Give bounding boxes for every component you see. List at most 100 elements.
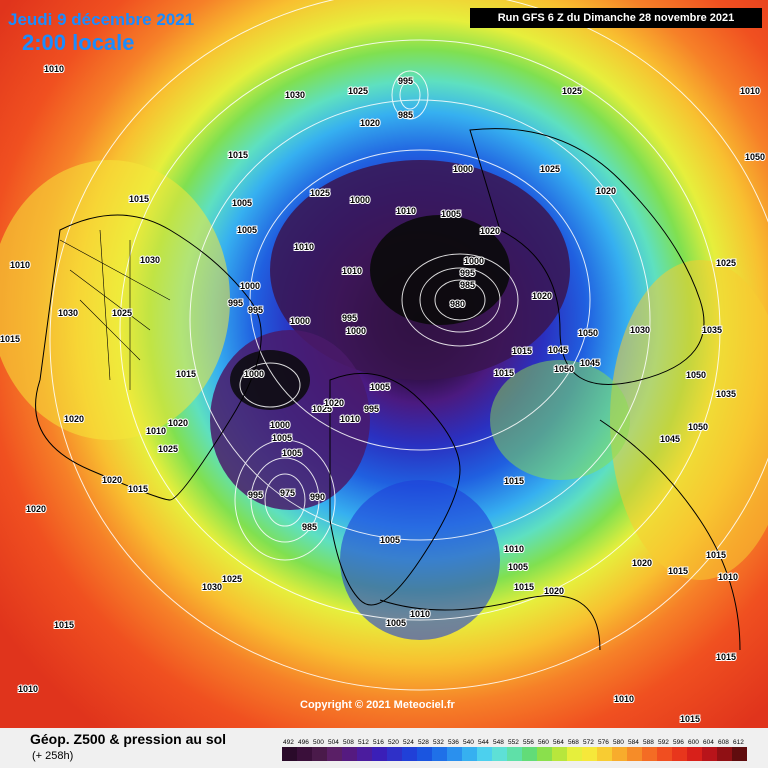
pressure-label: 1035: [702, 325, 722, 335]
pressure-label: 1030: [202, 582, 222, 592]
scale-swatch: [537, 747, 552, 761]
pressure-label: 1030: [140, 255, 160, 265]
pressure-label: 1005: [232, 198, 252, 208]
pressure-label: 1005: [386, 618, 406, 628]
pressure-label: 985: [460, 280, 475, 290]
scale-label: 532: [433, 739, 444, 746]
state-borders: [59, 229, 171, 390]
pressure-label: 1020: [64, 414, 84, 424]
pressure-label: 1035: [716, 389, 736, 399]
scale-swatch: [342, 747, 357, 761]
scale-label: 512: [358, 739, 369, 746]
canada-core: [230, 350, 310, 410]
pressure-label: 1020: [26, 504, 46, 514]
scale-swatch: [327, 747, 342, 761]
scale-label: 536: [448, 739, 459, 746]
forecast-date: Jeudi 9 décembre 2021: [8, 10, 195, 29]
pressure-label: 1015: [176, 369, 196, 379]
pressure-label: 995: [248, 305, 263, 315]
scale-swatch: [507, 747, 522, 761]
scale-swatch: [717, 747, 732, 761]
pressure-label: 1015: [54, 620, 74, 630]
pressure-label: 1050: [688, 422, 708, 432]
pressure-label: 1030: [285, 90, 305, 100]
pressure-label: 1015: [680, 714, 700, 724]
scale-label: 548: [493, 739, 504, 746]
pressure-label: 1000: [270, 420, 290, 430]
scale-label: 556: [523, 739, 534, 746]
pressure-label: 1015: [504, 476, 524, 486]
pressure-label: 1000: [244, 369, 264, 379]
scale-swatch: [477, 747, 492, 761]
color-scale-labels: 492 496 500 504 508 512 516 520 524 528 532 536 540 5…: [283, 739, 744, 746]
vortex-core: [370, 215, 510, 325]
scale-label: 492: [283, 739, 294, 746]
scale-swatch: [612, 747, 627, 761]
scale-label: 600: [688, 739, 699, 746]
pressure-label: 1030: [58, 308, 78, 318]
pressure-label: 1015: [129, 194, 149, 204]
coastlines: [35, 128, 741, 651]
scale-swatch: [372, 747, 387, 761]
pressure-label: 1010: [718, 572, 738, 582]
pressure-label: 1005: [237, 225, 257, 235]
scale-label: 576: [598, 739, 609, 746]
pressure-label: 1010: [18, 684, 38, 694]
scale-swatch: [702, 747, 717, 761]
scale-swatch: [417, 747, 432, 761]
pressure-label: 1010: [396, 206, 416, 216]
scale-label: 500: [313, 739, 324, 746]
legend-title: Géop. Z500 & pression au sol: [30, 731, 227, 747]
pressure-label: 1025: [112, 308, 132, 318]
pressure-label: 995: [398, 76, 413, 86]
pressure-label: 1015: [514, 582, 534, 592]
pressure-label: 1015: [0, 334, 20, 344]
pressure-label: 995: [342, 313, 357, 323]
pressure-label: 1050: [578, 328, 598, 338]
pressure-label: 1025: [312, 404, 332, 414]
pressure-label: 1010: [340, 414, 360, 424]
pressure-label: 1020: [480, 226, 500, 236]
pressure-label: 990: [310, 492, 325, 502]
pressure-label: 1020: [168, 418, 188, 428]
pressure-label: 1045: [660, 434, 680, 444]
scale-swatch: [642, 747, 657, 761]
pressure-label: 1020: [102, 475, 122, 485]
color-scale: 492 496 500 504 508 512 516 520 524 528 532 536 540 5…: [282, 739, 747, 761]
pressure-labels: 1010 1025 995 985 1030 1020 1015 1025 10…: [0, 63, 766, 725]
scale-swatch: [297, 747, 312, 761]
pressure-label: 1020: [324, 398, 344, 408]
pressure-label: 1010: [10, 260, 30, 270]
scale-label: 612: [733, 739, 744, 746]
scale-label: 560: [538, 739, 549, 746]
scale-swatch: [627, 747, 642, 761]
scale-swatch: [387, 747, 402, 761]
pressure-label: 1025: [562, 86, 582, 96]
scale-label: 608: [718, 739, 729, 746]
scale-label: 552: [508, 739, 519, 746]
pressure-label: 1010: [44, 64, 64, 74]
pressure-label: 1025: [348, 86, 368, 96]
scale-label: 524: [403, 739, 414, 746]
scale-swatch: [522, 747, 537, 761]
scale-swatch: [657, 747, 672, 761]
pressure-label: 1025: [540, 164, 560, 174]
pressure-label: 1025: [158, 444, 178, 454]
legend-subtitle: (+ 258h): [32, 750, 74, 762]
pressure-label: 1045: [548, 345, 568, 355]
scale-swatch: [447, 747, 462, 761]
pressure-label: 995: [248, 490, 263, 500]
pressure-label: 1015: [512, 346, 532, 356]
pressure-label: 995: [364, 404, 379, 414]
pressure-label: 1015: [706, 550, 726, 560]
scale-label: 496: [298, 739, 309, 746]
scale-swatch: [402, 747, 417, 761]
scale-label: 508: [343, 739, 354, 746]
scale-swatch: [687, 747, 702, 761]
pressure-label: 995: [460, 268, 475, 278]
scale-label: 520: [388, 739, 399, 746]
pressure-label: 1005: [370, 382, 390, 392]
pressure-label: 1015: [228, 150, 248, 160]
scale-label: 516: [373, 739, 384, 746]
